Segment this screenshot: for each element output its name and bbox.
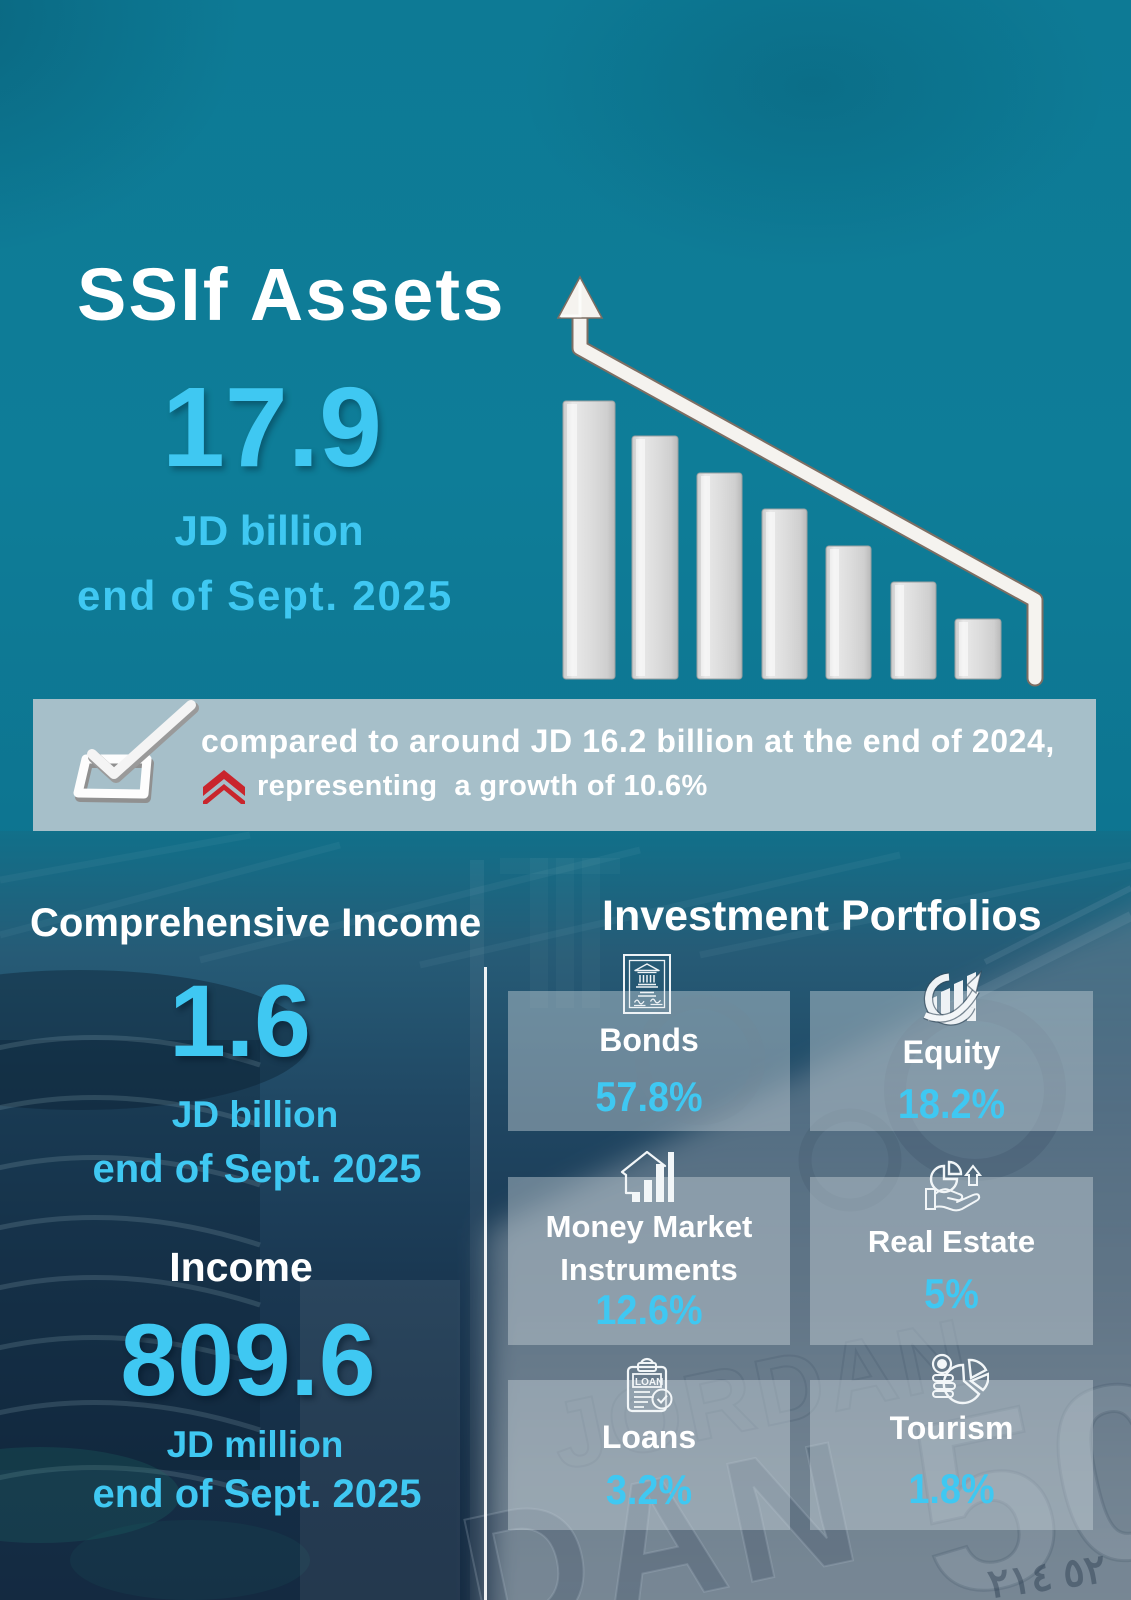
svg-text:LOAN: LOAN <box>635 1377 663 1388</box>
